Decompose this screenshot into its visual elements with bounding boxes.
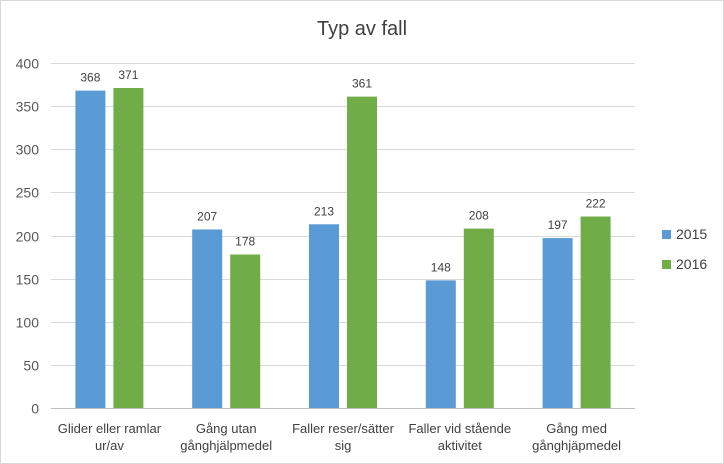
chart-title: Typ av fall	[317, 18, 407, 40]
bars	[75, 88, 611, 408]
bar-2016-4	[463, 228, 494, 408]
category-label: Gång med gånghjäpmedel	[532, 421, 621, 453]
category-label-line: Glider eller ramlar	[58, 421, 162, 436]
category-label: Faller vid stående aktivitet	[408, 421, 511, 453]
category-label-line: ur/av	[95, 438, 124, 453]
category-label-line: gånghjäpmedel	[532, 438, 621, 453]
bar-2016-2	[230, 254, 261, 408]
category-label-line: Gång med	[546, 421, 607, 436]
y-tick-label: 50	[23, 358, 39, 374]
data-label-2015-3: 213	[314, 204, 334, 218]
y-tick-label: 100	[16, 315, 40, 331]
data-label-2015-5: 197	[548, 218, 568, 232]
legend: 2015 2016	[662, 226, 707, 272]
bar-2015-4	[425, 280, 456, 408]
data-label-2016-2: 178	[235, 234, 255, 248]
bar-2015-2	[192, 229, 223, 408]
y-tick-label: 150	[16, 272, 40, 288]
y-tick-label: 0	[31, 401, 39, 417]
category-labels: Glider eller ramlar ur/av Gång utan gånghjä…	[58, 421, 621, 453]
category-label-line: Faller reser/sätter	[292, 421, 395, 436]
category-label-line: Gång utan	[196, 421, 257, 436]
category-label-line: aktivitet	[438, 438, 482, 453]
category-label: Faller reser/sätter sig	[292, 421, 395, 453]
bar-2015-3	[309, 224, 339, 408]
bar-2016-3	[347, 96, 377, 408]
category-label: Glider eller ramlar ur/av	[58, 421, 162, 453]
y-tick-label: 350	[16, 99, 40, 115]
data-label-2016-3: 361	[352, 77, 372, 91]
y-tick-label: 400	[16, 56, 40, 72]
legend-swatch-2015	[662, 230, 671, 239]
gridlines	[51, 63, 635, 409]
bar-2015-5	[542, 238, 573, 408]
bar-2016-1	[113, 88, 144, 408]
legend-label-2015: 2015	[676, 226, 707, 242]
y-tick-label: 200	[16, 229, 40, 245]
y-axis-ticks: 0 50 100 150 200 250 300 350 400	[16, 56, 40, 417]
data-label-2015-4: 148	[431, 260, 451, 274]
data-labels: 368 371 207 178 213 361 148 208 197 222	[80, 68, 606, 274]
legend-label-2016: 2016	[676, 256, 707, 272]
data-label-2016-5: 222	[586, 197, 606, 211]
category-label-line: sig	[335, 438, 352, 453]
bar-2015-1	[75, 90, 106, 408]
y-tick-label: 250	[16, 185, 40, 201]
data-label-2016-4: 208	[469, 209, 489, 223]
y-tick-label: 300	[16, 142, 40, 158]
data-label-2016-1: 371	[118, 68, 138, 82]
category-label-line: Faller vid stående	[408, 421, 511, 436]
data-label-2015-1: 368	[80, 71, 100, 85]
category-label: Gång utan gånghjälpmedel	[180, 421, 272, 453]
legend-swatch-2016	[662, 260, 671, 269]
data-label-2015-2: 207	[197, 209, 217, 223]
bar-2016-5	[580, 216, 611, 408]
category-label-line: gånghjälpmedel	[180, 438, 272, 453]
